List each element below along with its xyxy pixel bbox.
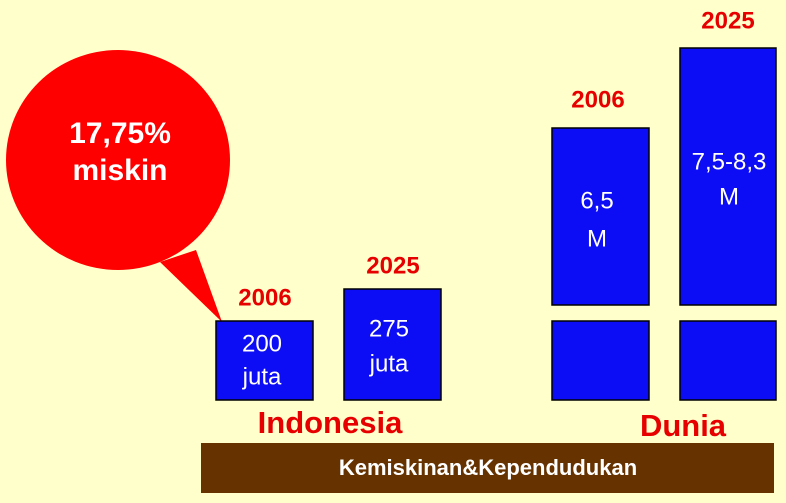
bar — [343, 288, 442, 401]
bar-text: juta — [369, 350, 409, 377]
bar-text: juta — [242, 363, 282, 390]
bar — [679, 47, 777, 306]
bar-text: 200 — [242, 330, 282, 357]
bar-text: 6,5 — [580, 187, 613, 214]
year-label: 2006 — [571, 86, 624, 113]
callout-text: miskin — [72, 154, 167, 187]
group-label: Dunia — [640, 408, 727, 443]
bar-text: M — [719, 183, 739, 210]
callout-text: 17,75% — [69, 117, 171, 150]
group-label: Indonesia — [258, 405, 403, 440]
callout-bubble — [6, 50, 230, 270]
callout-tail — [160, 250, 222, 322]
bar — [215, 320, 314, 401]
bar-text: 7,5-8,3 — [692, 148, 767, 175]
footer-text: Kemiskinan&Kependudukan — [339, 455, 637, 480]
bar — [551, 320, 650, 401]
bar-text: M — [587, 225, 607, 252]
bar-text: 275 — [369, 315, 409, 342]
callout: 17,75% miskin — [6, 50, 230, 322]
year-label: 2025 — [701, 7, 754, 34]
bar — [551, 127, 650, 306]
footer-bar — [201, 443, 774, 493]
year-label: 2025 — [366, 252, 419, 279]
bar — [679, 320, 777, 401]
year-label: 2006 — [238, 284, 291, 311]
